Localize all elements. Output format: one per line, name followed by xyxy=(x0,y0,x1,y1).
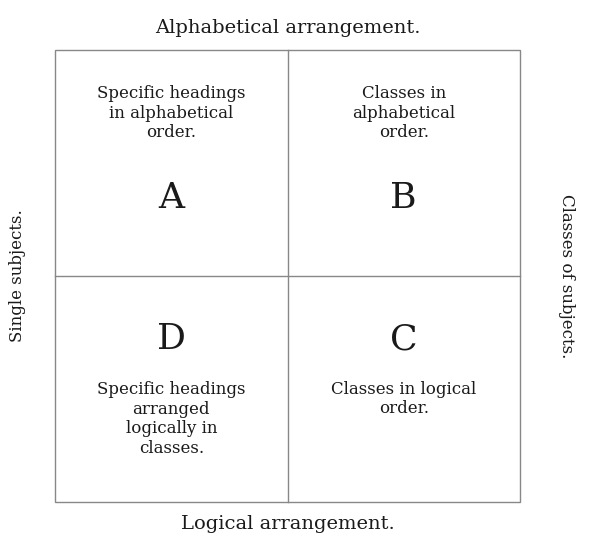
Text: Single subjects.: Single subjects. xyxy=(10,210,26,342)
Text: C: C xyxy=(390,322,418,356)
Text: Logical arrangement.: Logical arrangement. xyxy=(181,515,394,533)
Text: Classes in logical
order.: Classes in logical order. xyxy=(331,381,476,417)
Text: B: B xyxy=(391,181,417,215)
Text: Classes of subjects.: Classes of subjects. xyxy=(559,194,575,358)
Text: Specific headings
in alphabetical
order.: Specific headings in alphabetical order. xyxy=(97,85,245,141)
Text: Classes in
alphabetical
order.: Classes in alphabetical order. xyxy=(352,85,455,141)
Text: D: D xyxy=(157,322,186,356)
Text: Alphabetical arrangement.: Alphabetical arrangement. xyxy=(155,19,420,37)
Bar xyxy=(55,50,520,502)
Text: Specific headings
arranged
logically in
classes.: Specific headings arranged logically in … xyxy=(97,381,245,457)
Text: A: A xyxy=(158,181,184,215)
